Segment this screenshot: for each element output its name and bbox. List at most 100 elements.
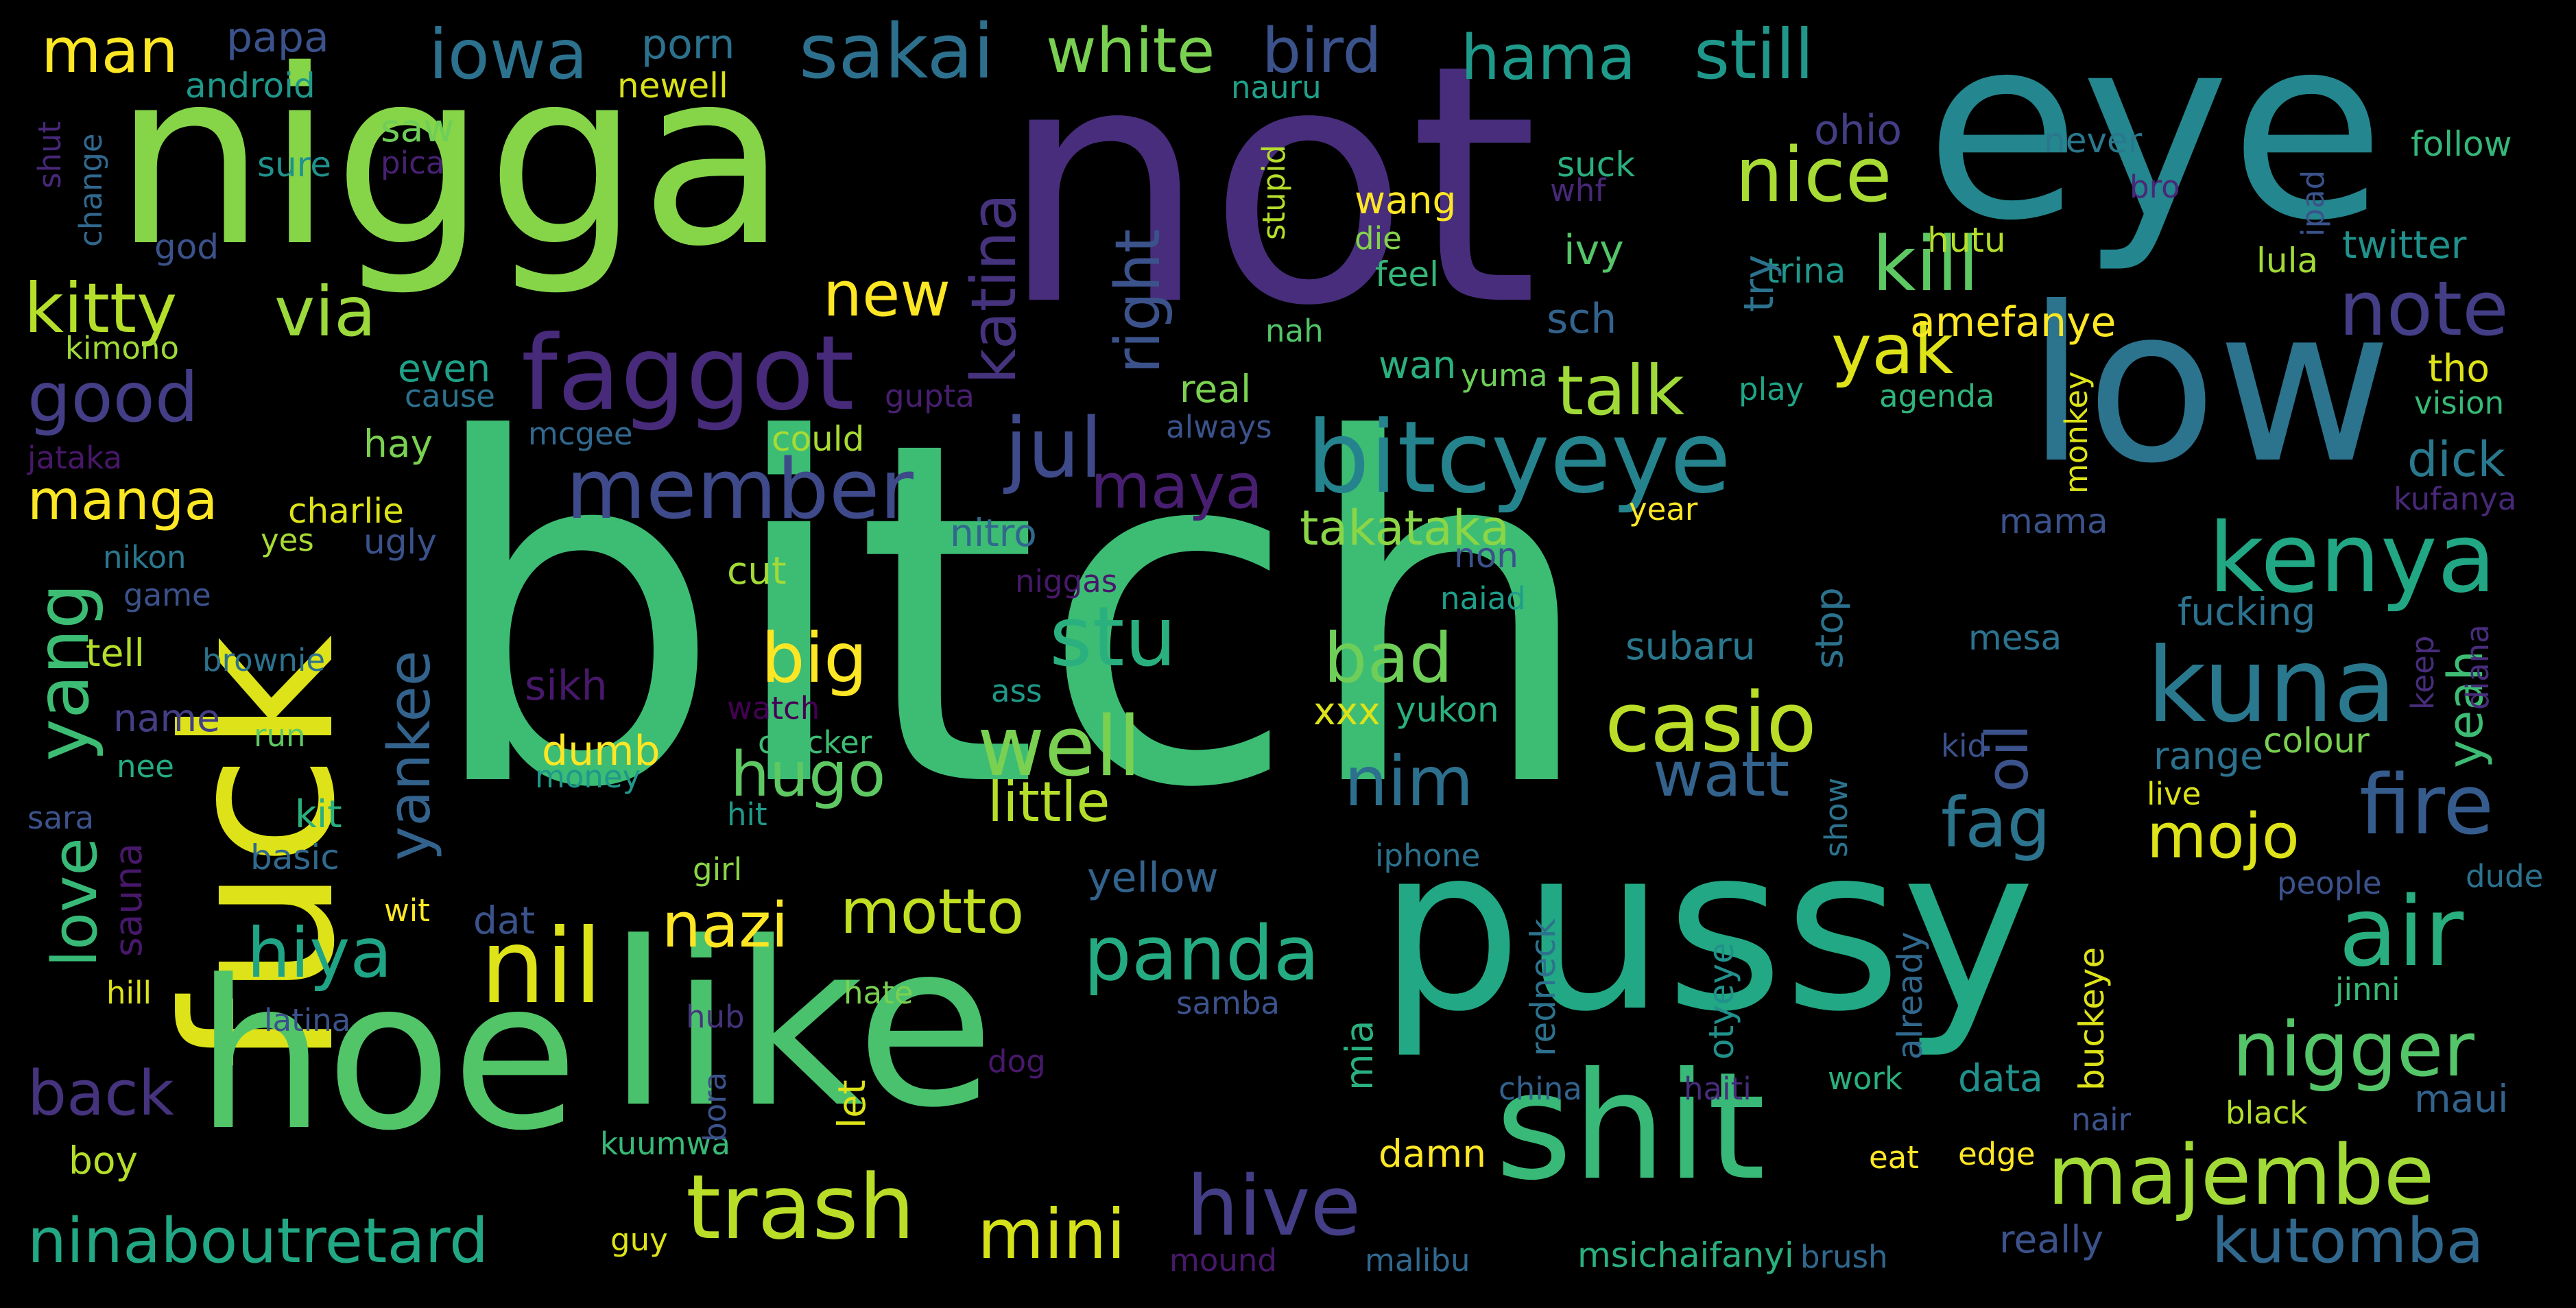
word-jul: jul [1005,401,1103,497]
word-ivy: ivy [1564,226,1624,274]
word-always: always [1166,409,1272,445]
word-damn: damn [1379,1132,1487,1176]
word-man: man [41,15,178,87]
word-mini: mini [977,1194,1126,1274]
word-redneck: redneck [1523,918,1563,1056]
word-really: really [1999,1217,2104,1261]
word-pica: pica [381,145,445,181]
word-faggot: faggot [521,314,855,433]
word-kufanya: kufanya [2394,481,2517,517]
word-note: note [2339,265,2509,353]
word-kenya: kenya [2208,503,2496,615]
word-nim: nim [1344,741,1474,822]
word-kimono: kimono [65,330,179,366]
word-kit: kit [295,792,342,836]
word-hate: hate [844,975,914,1011]
word-mama: mama [1999,501,2108,541]
word-game: game [123,577,211,613]
word-latina: latina [264,1002,351,1038]
word-kutomba: kutomba [2212,1205,2484,1277]
word-mojo: mojo [2147,800,2300,872]
word-eat: eat [1869,1139,1919,1176]
word-shut: shut [32,121,68,189]
word-hill: hill [106,975,152,1011]
word-naiad: naiad [1440,580,1526,617]
word-money: money [535,759,641,795]
word-cracker: cracker [758,724,872,761]
word-yuma: yuma [1461,357,1548,394]
word-non: non [1454,536,1518,575]
word-talk: talk [1557,350,1685,431]
word-nair: nair [2071,1102,2132,1138]
word-ipad: ipad [2295,169,2331,237]
word-whf: whf [1550,172,1606,209]
word-nee: nee [117,748,174,785]
word-kuna: kuna [2147,626,2397,746]
word-name: name [113,696,220,740]
word-yellow: yellow [1087,854,1219,902]
word-dog: dog [988,1043,1046,1080]
word-maui: maui [2414,1077,2509,1121]
word-hay: hay [363,422,433,466]
word-watch: watch [727,690,820,726]
word-diana: diana [2459,624,2496,710]
word-never: never [2044,121,2143,160]
word-well: well [977,700,1141,795]
word-subaru: subaru [1625,624,1756,668]
word-boy: boy [69,1139,139,1182]
word-hive: hive [1186,1159,1361,1255]
word-saw: saw [381,106,455,150]
word-ugly: ugly [363,522,437,562]
word-gupta: gupta [885,378,975,414]
word-charlie: charlie [288,491,404,531]
word-nigger: nigger [2232,1006,2474,1093]
word-brownie: brownie [202,642,326,678]
word-kill: kill [1872,220,1979,308]
word-work: work [1828,1060,1903,1097]
word-manga: manga [27,468,218,532]
word-shit: shit [1495,1041,1766,1213]
word-nauru: nauru [1231,69,1322,106]
word-sch: sch [1547,295,1617,343]
word-maya: maya [1090,451,1263,523]
word-motto: motto [840,876,1025,948]
word-hit: hit [727,796,767,833]
word-live: live [2147,776,2202,812]
word-bad: bad [1324,618,1453,698]
word-yang: yang [21,583,105,761]
word-haiti: haiti [1684,1071,1752,1107]
word-sara: sara [27,800,95,836]
word-black: black [2226,1095,2308,1131]
word-otyeye: otyeye [1702,942,1741,1060]
word-monkey: monkey [2058,371,2095,494]
word-nil: nil [480,907,603,1027]
word-msichaifanyi: msichaifanyi [1577,1235,1794,1275]
word-stop: stop [1807,587,1851,669]
word-guy: guy [610,1222,668,1258]
word-mesa: mesa [1968,618,2062,658]
word-pussy: pussy [1379,798,2036,1061]
word-like: like [607,894,995,1157]
word-yukon: yukon [1396,690,1499,730]
word-nice: nice [1735,131,1892,219]
word-play: play [1739,371,1804,407]
word-oil: oil [1974,724,2042,792]
word-panda: panda [1084,909,1320,997]
word-sauna: sauna [106,843,150,957]
word-takataka: takatakа [1300,500,1510,556]
word-cut: cut [727,549,787,593]
word-kid: kid [1941,728,1988,764]
word-brush: brush [1800,1239,1888,1275]
word-bora: bora [697,1071,733,1142]
word-xxx: xxx [1313,689,1381,733]
word-dick: dick [2407,431,2505,488]
word-feel: feel [1375,254,1440,294]
word-fire: fire [2359,758,2494,853]
word-android: android [185,66,315,106]
word-papa: papa [226,14,329,62]
word-tho: tho [2428,346,2490,390]
word-buckeye: buckeye [2072,947,2112,1091]
word-samba: samba [1176,985,1280,1021]
word-big: big [761,618,868,698]
